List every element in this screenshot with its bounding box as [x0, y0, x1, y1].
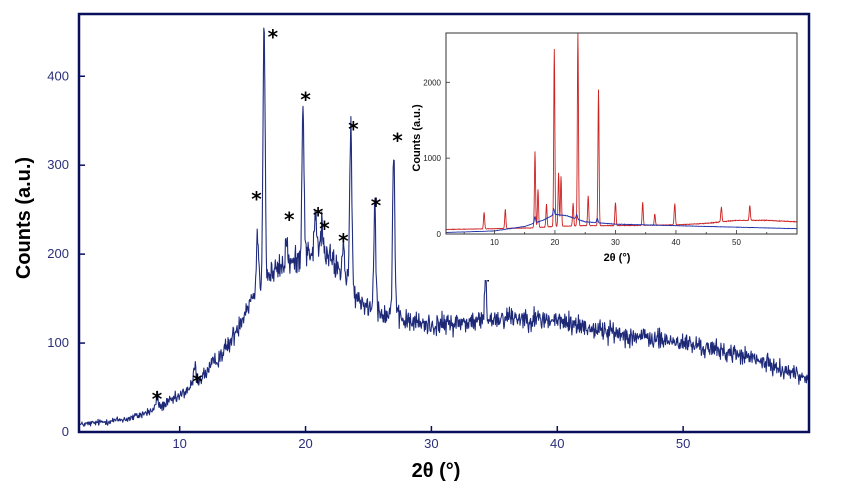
inset-y-tick-label: 2000: [423, 78, 441, 87]
peak-marker: *: [300, 87, 311, 111]
main-series-shadow: [78, 28, 810, 428]
main-x-tick-label: 50: [676, 436, 690, 451]
peak-marker: *: [483, 268, 494, 292]
main-y-tick-label: 300: [47, 157, 69, 172]
peak-marker: *: [268, 25, 279, 49]
inset-y-axis-label: Counts (a.u.): [411, 104, 423, 172]
inset-x-tick-label: 40: [672, 238, 681, 247]
inset-x-axis-label: 2θ (°): [604, 252, 631, 264]
inset-x-tick-label: 50: [732, 238, 741, 247]
peak-marker: *: [313, 203, 324, 227]
main-x-tick-label: 10: [172, 436, 186, 451]
main-plot-frame: [77, 12, 811, 434]
inset-chart: 10 20 30 40 50 0 1000 2000 Counts (a.u.) 2θ (°…: [411, 30, 798, 280]
peak-marker: *: [152, 387, 163, 411]
main-y-tick-label: 0: [62, 424, 69, 439]
inset-x-tick-label: 30: [611, 238, 620, 247]
peak-marker: *: [251, 187, 262, 211]
inset-y-tick-label: 0: [437, 230, 442, 239]
peak-marker: *: [392, 128, 403, 152]
inset-y-tick-label: 1000: [423, 154, 441, 163]
main-y-tick-label: 400: [47, 68, 69, 83]
peak-marker: *: [192, 369, 203, 393]
main-x-tick-label: 30: [424, 436, 438, 451]
peak-marker: *: [284, 208, 295, 232]
main-x-tick-label: 20: [298, 436, 312, 451]
inset-x-tick-label: 10: [490, 238, 499, 247]
peak-marker: *: [338, 229, 349, 253]
inset-series-blue-line: [445, 207, 798, 233]
main-y-tick-label: 200: [47, 246, 69, 261]
main-y-tick-label: 100: [47, 335, 69, 350]
inset-x-tick-label: 20: [550, 238, 559, 247]
main-x-axis-label: 2θ (°): [412, 460, 461, 482]
inset-series-red-line: [445, 32, 798, 231]
peak-marker: *: [319, 216, 330, 240]
inset-plot-frame: [445, 32, 798, 235]
peak-marker: *: [371, 193, 382, 217]
main-y-axis-label: Counts (a.u.): [13, 157, 35, 279]
peak-marker: *: [348, 117, 359, 141]
main-x-tick-label: 40: [550, 436, 564, 451]
